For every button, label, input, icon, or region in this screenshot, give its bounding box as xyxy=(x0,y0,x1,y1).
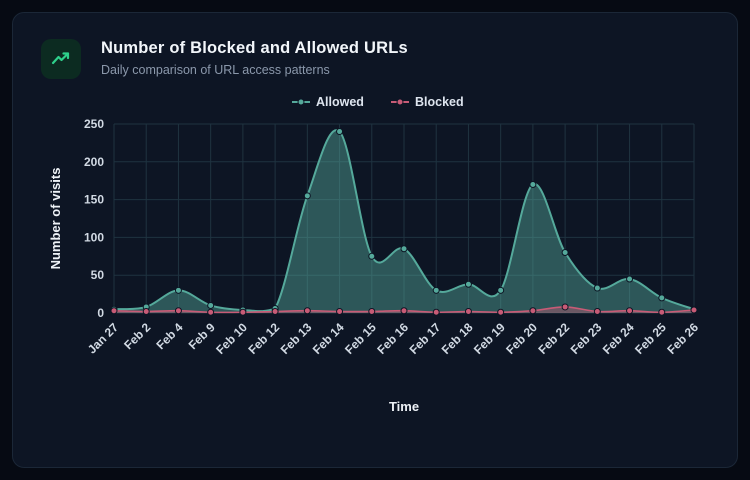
allowed-point[interactable] xyxy=(303,192,311,200)
blocked-point[interactable] xyxy=(207,308,215,316)
blocked-point[interactable] xyxy=(239,308,247,316)
card-header: Number of Blocked and Allowed URLs Daily… xyxy=(41,39,709,79)
blocked-point[interactable] xyxy=(561,303,569,311)
x-tick-label: Feb 16 xyxy=(374,320,411,357)
allowed-point[interactable] xyxy=(368,252,376,260)
blocked-point[interactable] xyxy=(432,308,440,316)
legend-label: Allowed xyxy=(316,95,364,109)
allowed-point[interactable] xyxy=(497,286,505,294)
chart-wrapper: Jan 27 Feb 2 Feb 4 Feb 9 Feb 10 Feb 12 Feb 13 F… xyxy=(41,91,709,429)
x-tick-label: Feb 18 xyxy=(439,320,476,357)
x-tick-label: Feb 24 xyxy=(600,320,637,357)
y-axis-label: Number of visits xyxy=(48,168,63,270)
blocked-point[interactable] xyxy=(336,307,344,315)
legend-label: Blocked xyxy=(415,95,464,109)
blocked-point[interactable] xyxy=(690,306,698,314)
allowed-line xyxy=(113,129,695,313)
x-tick-label: Feb 12 xyxy=(245,320,282,357)
blocked-point[interactable] xyxy=(368,307,376,315)
blocked-point[interactable] xyxy=(110,307,118,315)
blocked-point[interactable] xyxy=(400,307,408,315)
blocked-area xyxy=(114,306,694,313)
allowed-point[interactable] xyxy=(336,128,344,136)
allowed-point[interactable] xyxy=(207,301,215,309)
x-tick-label: Feb 15 xyxy=(342,320,379,357)
allowed-point[interactable] xyxy=(561,249,569,257)
chart-title: Number of Blocked and Allowed URLs xyxy=(101,39,408,57)
card-titles: Number of Blocked and Allowed URLs Daily… xyxy=(101,39,408,77)
x-tick-label: Feb 2 xyxy=(121,320,153,352)
dashboard-card: Number of Blocked and Allowed URLs Daily… xyxy=(12,12,738,468)
allowed-point[interactable] xyxy=(593,284,601,292)
blocked-point[interactable] xyxy=(529,307,537,315)
allowed-point[interactable] xyxy=(174,286,182,294)
x-tick-label: Feb 13 xyxy=(278,320,315,357)
allowed-point[interactable] xyxy=(658,294,666,302)
y-tick-label: 250 xyxy=(84,117,104,131)
x-tick-label: Feb 25 xyxy=(632,320,669,357)
x-axis-label: Time xyxy=(389,399,419,414)
trending-up-icon xyxy=(41,39,81,79)
blocked-point[interactable] xyxy=(174,307,182,315)
chart-subtitle: Daily comparison of URL access patterns xyxy=(101,63,330,77)
blocked-point[interactable] xyxy=(497,308,505,316)
y-tick-label: 100 xyxy=(84,230,104,244)
y-tick-label: 150 xyxy=(84,193,104,207)
x-tick-label: Feb 4 xyxy=(154,320,186,352)
x-tick-label: Feb 17 xyxy=(407,320,444,357)
blocked-point[interactable] xyxy=(593,307,601,315)
x-tick-label: Feb 19 xyxy=(471,320,508,357)
chart-legend[interactable]: Allowed Blocked xyxy=(292,95,464,109)
y-tick-label: 50 xyxy=(91,268,105,282)
x-tick-label: Feb 22 xyxy=(535,320,572,357)
allowed-point[interactable] xyxy=(432,286,440,294)
blocked-point[interactable] xyxy=(142,307,150,315)
blocked-point[interactable] xyxy=(626,307,634,315)
y-tick-label: 0 xyxy=(97,306,104,320)
x-tick-label: Feb 20 xyxy=(503,320,540,357)
allowed-point[interactable] xyxy=(529,180,537,188)
allowed-point[interactable] xyxy=(400,245,408,253)
allowed-area xyxy=(114,130,694,313)
x-tick-label: Feb 23 xyxy=(568,320,605,357)
allowed-point[interactable] xyxy=(464,280,472,288)
x-tick-label: Jan 27 xyxy=(85,320,122,357)
y-tick-label: 200 xyxy=(84,155,104,169)
blocked-point[interactable] xyxy=(464,307,472,315)
x-tick-label: Feb 26 xyxy=(664,320,701,357)
x-tick-label: Feb 10 xyxy=(213,320,250,357)
blocked-point[interactable] xyxy=(271,307,279,315)
blocked-point[interactable] xyxy=(303,307,311,315)
x-tick-label: Feb 14 xyxy=(310,320,347,357)
blocked-point[interactable] xyxy=(658,308,666,316)
allowed-point[interactable] xyxy=(626,275,634,283)
